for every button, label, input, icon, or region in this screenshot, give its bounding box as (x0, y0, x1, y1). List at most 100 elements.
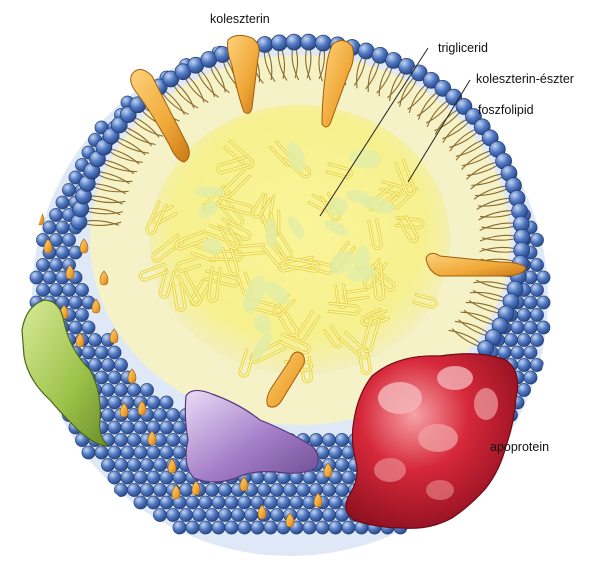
phospholipid-head (172, 420, 187, 435)
phospholipid-head (101, 358, 115, 372)
phospholipid-head (341, 470, 356, 485)
cholesterol-molecule (130, 69, 190, 163)
phospholipid-head (62, 183, 76, 197)
phospholipid-head (205, 483, 219, 497)
triglyceride-loop (251, 192, 272, 219)
triglyceride-loop (176, 270, 202, 306)
phospholipid-head (328, 445, 343, 460)
phospholipid-head (231, 508, 245, 522)
cholesterol-tip (127, 368, 137, 384)
phospholipid-head (68, 320, 83, 335)
phospholipid-head (302, 520, 317, 535)
phospholipid-head (153, 483, 167, 497)
phospholipid-head (114, 458, 128, 472)
cholesterol-tip (239, 476, 249, 492)
phospholipid-head (218, 508, 232, 522)
label-cholesterol: koleszterin (210, 12, 270, 26)
phospholipid-head (68, 295, 83, 310)
phospholipid-head (146, 495, 161, 510)
phospholipid-head (335, 433, 349, 447)
phospholipid-head (250, 520, 265, 535)
phospholipid-head (36, 283, 50, 297)
cholesterol-molecule (321, 40, 354, 128)
phospholipid-head (530, 308, 544, 322)
phospholipid-head (146, 445, 161, 460)
cholesterol-ester (243, 275, 266, 314)
cholesterol-ester (197, 201, 219, 219)
cholesterol-molecule (425, 252, 527, 277)
cholesterol-tip (257, 504, 267, 520)
phospholipid-head (536, 270, 551, 285)
cholesterol-ester (253, 313, 272, 335)
phospholipid-head (153, 408, 167, 422)
phospholipid-head (270, 34, 288, 52)
phospholipid-head (133, 495, 148, 510)
cholesterol-molecule (266, 351, 305, 408)
phospholipid-head (328, 520, 343, 535)
phospholipid-head (309, 483, 323, 497)
triglyceride-loop (282, 151, 312, 179)
phospholipid-head (335, 458, 349, 472)
phospholipid-head (283, 483, 297, 497)
label-apoprotein: apoprotein (490, 440, 550, 454)
triglyceride-loop (175, 256, 202, 273)
phospholipid-head (289, 495, 304, 510)
phospholipid-head (434, 80, 452, 97)
cholesterol-tip (191, 480, 201, 496)
cholesterol-tip (43, 238, 53, 254)
cholesterol-tip (75, 332, 85, 348)
phospholipid-head (510, 345, 525, 360)
phospholipid-head (120, 470, 135, 485)
phospholipid-head (153, 458, 167, 472)
phospholipid-head (192, 508, 206, 522)
phospholipid-head (244, 508, 258, 522)
phospholipid-head (211, 495, 226, 510)
phospholipid-head (530, 358, 544, 372)
label-phospholipid: foszfolipid (478, 103, 534, 117)
phospholipid-head (101, 383, 115, 397)
cholesterol-tip (99, 270, 109, 286)
apoprotein-green (21, 299, 110, 447)
phospholipid-head (166, 508, 180, 522)
cholesterol-tip (65, 264, 75, 280)
phospholipid-head (315, 520, 330, 535)
cholesterol-tip (323, 462, 333, 478)
phospholipid-head (55, 245, 70, 260)
apoprotein-purple (184, 389, 319, 483)
phospholipid-head (523, 345, 538, 360)
phospholipid-head (133, 445, 148, 460)
phospholipid-head (120, 420, 135, 435)
triglyceride-loop (362, 257, 388, 289)
phospholipid-head (517, 358, 531, 372)
triglyceride-loop (205, 224, 243, 247)
cholesterol-ester (329, 250, 354, 275)
cholesterol-ester (327, 197, 348, 216)
phospholipid-head (49, 208, 63, 222)
triglyceride-loop (277, 255, 316, 273)
cut-edge-phospholipids (70, 33, 531, 357)
phospholipid-head (309, 433, 323, 447)
phospholipid-head (140, 458, 154, 472)
phospholipid-head (296, 483, 310, 497)
triglyceride-loop (272, 293, 296, 317)
triglyceride-loop (283, 359, 314, 372)
phospholipid-head (257, 483, 271, 497)
triglyceride-loop (357, 347, 372, 376)
phospholipid-head (94, 445, 109, 460)
phospholipid-head (62, 283, 76, 297)
phospholipid-head (309, 508, 323, 522)
phospholipid-head (276, 495, 291, 510)
triglyceride-loop (367, 218, 384, 250)
phospholipid-head (107, 445, 122, 460)
phospholipid-head (270, 508, 284, 522)
phospholipid-head (81, 320, 96, 335)
phospholipid-head (198, 520, 213, 535)
phospholipid-head (114, 383, 128, 397)
phospholipid-head (140, 383, 154, 397)
triglyceride-loop (158, 267, 176, 299)
triglyceride-loop (138, 262, 169, 282)
phospholipid-head (530, 233, 544, 247)
phospholipid-head (81, 445, 96, 460)
phospholipid-head (237, 520, 252, 535)
cholesterol-ester (265, 218, 277, 248)
